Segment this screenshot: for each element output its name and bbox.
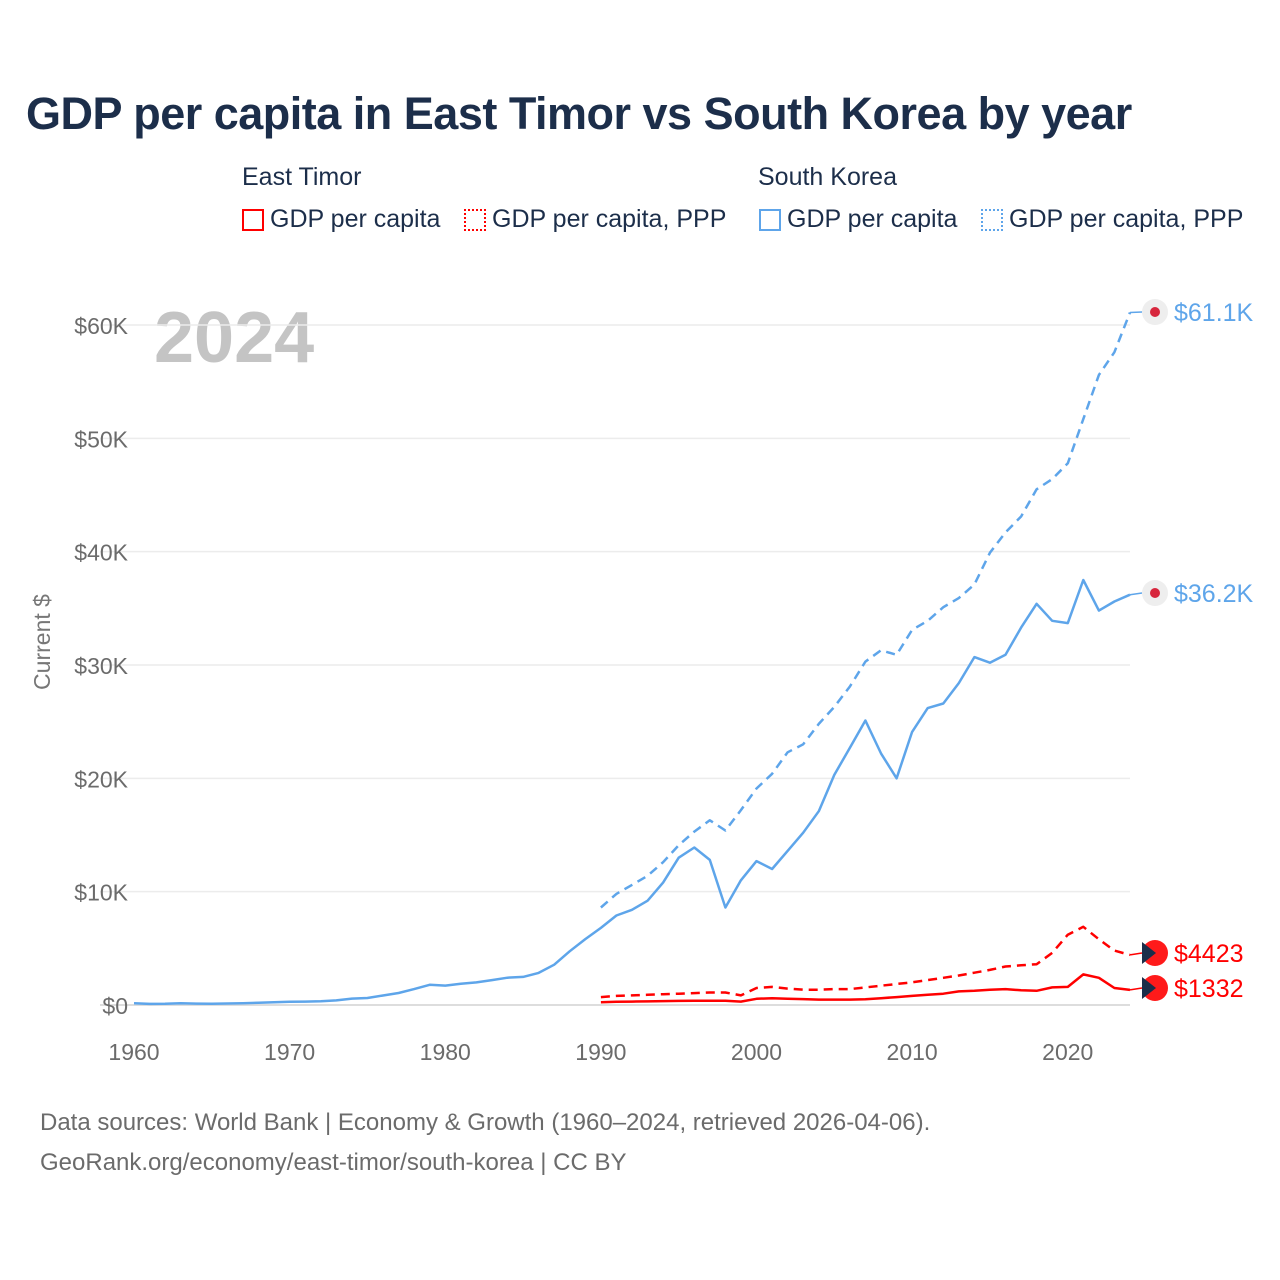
legend-south-korea-ppp[interactable]: GDP per capita, PPP <box>981 205 1243 234</box>
south-korea-flag-icon <box>1142 580 1168 606</box>
end-connector <box>1129 952 1143 956</box>
end-value-label: $36.2K <box>1174 580 1254 608</box>
flag-emblem <box>1150 307 1160 317</box>
legend-group-south-korea: South Korea <box>758 163 897 191</box>
end-connector <box>1129 592 1143 596</box>
flag-emblem <box>1150 588 1160 598</box>
x-tick-label: 2010 <box>887 1039 938 1065</box>
chart-title: GDP per capita in East Timor vs South Ko… <box>26 88 1132 139</box>
legend-east-timor-gdp[interactable]: GDP per capita <box>242 205 440 234</box>
x-tick-label: 1990 <box>575 1039 626 1065</box>
x-tick-label: 1960 <box>108 1039 159 1065</box>
x-tick-label: 2020 <box>1042 1039 1093 1065</box>
flag-triangle <box>1142 942 1156 964</box>
legend-swatch <box>464 208 486 231</box>
end-value-label: $61.1K <box>1174 299 1254 327</box>
legend-label: GDP per capita <box>787 205 958 233</box>
end-value-label: $4423 <box>1174 940 1244 968</box>
series-line-east-timor-gdp-per-capita <box>600 973 1131 1004</box>
x-tick-label: 1980 <box>420 1039 471 1065</box>
flag-triangle <box>1142 977 1156 999</box>
source-line-2[interactable]: GeoRank.org/economy/east-timor/south-kor… <box>40 1149 627 1176</box>
legend-swatch <box>981 208 1003 231</box>
series-line-south-korea-gdp-per-capita <box>133 578 1131 1006</box>
legend-label: GDP per capita <box>270 205 441 233</box>
end-connector <box>1129 987 1143 991</box>
series-line-south-korea-gdp-per-capita-ppp <box>600 312 1132 909</box>
y-tick-label: $10K <box>74 880 128 906</box>
east-timor-flag-icon <box>1142 940 1168 966</box>
y-tick-label: $20K <box>74 766 128 792</box>
legend-swatch <box>759 208 781 231</box>
x-tick-label: 1970 <box>264 1039 315 1065</box>
x-tick-label: 2000 <box>731 1039 782 1065</box>
end-connector <box>1129 311 1143 314</box>
legend-east-timor-ppp[interactable]: GDP per capita, PPP <box>464 205 726 234</box>
legend-south-korea-gdp[interactable]: GDP per capita <box>759 205 957 234</box>
east-timor-flag-icon <box>1142 975 1168 1001</box>
y-tick-label: $60K <box>74 313 128 339</box>
y-axis-label: Current $ <box>29 594 55 690</box>
y-tick-label: $0 <box>102 993 128 1019</box>
y-tick-label: $40K <box>74 540 128 566</box>
legend-group-east-timor: East Timor <box>242 163 362 191</box>
legend-label: GDP per capita, PPP <box>492 205 727 233</box>
y-tick-label: $50K <box>74 426 128 452</box>
series-line-east-timor-gdp-per-capita-ppp <box>600 925 1131 999</box>
south-korea-flag-icon <box>1142 299 1168 325</box>
end-value-label: $1332 <box>1174 975 1244 1003</box>
legend-label: GDP per capita, PPP <box>1009 205 1244 233</box>
year-watermark: 2024 <box>154 298 314 378</box>
source-line-1: Data sources: World Bank | Economy & Gro… <box>40 1109 931 1136</box>
y-tick-label: $30K <box>74 653 128 679</box>
legend-swatch <box>242 208 264 231</box>
